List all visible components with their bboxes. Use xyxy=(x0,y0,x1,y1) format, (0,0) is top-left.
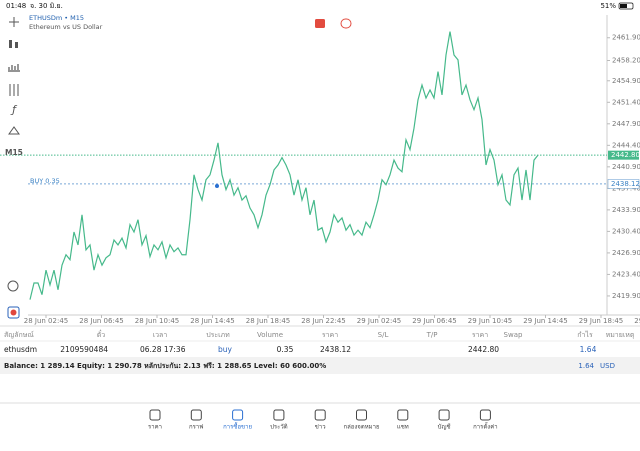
y-tick-label: 2461.90 xyxy=(612,34,640,42)
x-tick-label: 28 Jun 22:45 xyxy=(301,317,345,325)
status-battery: 51% xyxy=(600,2,616,10)
column-header: เวลา xyxy=(153,331,168,339)
y-tick-label: 2433.90 xyxy=(612,206,640,214)
column-header: T/P xyxy=(426,331,438,339)
x-tick-label: 29 Jun 02:45 xyxy=(357,317,401,325)
buy-button[interactable] xyxy=(340,18,352,29)
nav-label[interactable]: การตั้งค่า xyxy=(473,421,497,431)
nav-icon[interactable] xyxy=(314,409,326,421)
status-time: 01:48 xyxy=(6,2,26,10)
nav-icon[interactable] xyxy=(479,409,491,421)
column-header: หมายเหตุ xyxy=(606,331,635,339)
nav-label[interactable]: ข่าว xyxy=(315,424,326,431)
x-tick-label: 29 Jun 18:45 xyxy=(579,317,623,325)
cell-symbol[interactable]: ethusdm xyxy=(4,345,37,354)
x-tick-label: 28 Jun 02:45 xyxy=(24,317,68,325)
y-tick-label: 2454.90 xyxy=(612,77,640,85)
nav-icon[interactable] xyxy=(356,409,367,421)
sell-button[interactable] xyxy=(315,19,325,28)
chart-area: 2461.90 2458.20 2454.90 2451.40 2447.90 2444.… xyxy=(0,15,640,325)
y-tick-label: 2444.40 xyxy=(612,141,640,149)
battery-icon xyxy=(618,2,634,10)
candles-icon[interactable] xyxy=(9,40,12,48)
x-tick-label: 29 Jun 14:45 xyxy=(523,317,567,325)
column-header: Volume xyxy=(257,331,283,339)
status-date: จ. 30 มิ.ย. xyxy=(30,2,63,10)
x-tick-label: 28 Jun 14:45 xyxy=(190,317,234,325)
nav-icon[interactable] xyxy=(232,409,244,421)
column-header: กำไร xyxy=(577,330,593,339)
indicators-icon[interactable] xyxy=(8,64,20,72)
x-tick-label: 28 Jun 18:45 xyxy=(246,317,290,325)
cell-profit: 1.64 xyxy=(580,345,597,354)
summary-bar xyxy=(0,357,640,374)
nav-label[interactable]: แชท xyxy=(397,424,409,431)
order-price-label: 2438.12 xyxy=(611,180,640,188)
broker-logo xyxy=(10,309,17,316)
bid-price-label: 2442.80 xyxy=(611,151,640,159)
nav-label[interactable]: การซื้อขาย xyxy=(223,421,252,431)
account-summary: Balance: 1 289.14 Equity: 1 290.78 หลักป… xyxy=(4,362,326,370)
y-tick-label: 2440.90 xyxy=(612,163,640,171)
settings-icon[interactable] xyxy=(9,84,19,96)
cell-open-price: 2438.12 xyxy=(320,345,351,354)
y-tick-label: 2423.40 xyxy=(612,270,640,278)
timeframe[interactable]: M15 xyxy=(5,148,23,157)
toolbar: ƒ M15 xyxy=(5,17,23,319)
nav-label[interactable]: กล่องจดหมาย xyxy=(343,424,379,431)
zoom-icon[interactable] xyxy=(7,280,19,292)
x-tick-label: 29 Jun 06:45 xyxy=(412,317,456,325)
currency: USD xyxy=(600,362,615,370)
cell-time: 06.28 17:36 xyxy=(140,345,186,354)
column-header: ประเภท xyxy=(206,331,230,339)
cell-price: 2442.80 xyxy=(468,345,499,354)
order-label: BUY 0.35 xyxy=(30,177,60,185)
column-header: Swap xyxy=(504,331,523,339)
y-tick-label: 2426.90 xyxy=(612,249,640,257)
trade-table: สัญลักษณ์ ตั๋ว เวลา ประเภท Volume ราคา S/L T/P ร… xyxy=(0,330,640,354)
nav-label[interactable]: ประวัติ xyxy=(270,424,288,431)
cell-volume: 0.35 xyxy=(277,345,294,354)
nav-icon[interactable] xyxy=(397,409,409,421)
nav-icon[interactable] xyxy=(190,409,202,421)
nav-icon[interactable] xyxy=(273,409,285,421)
column-header: ตั๋ว xyxy=(97,330,106,339)
objects-icon[interactable] xyxy=(8,126,20,135)
bid-price-box xyxy=(608,150,639,160)
column-header: S/L xyxy=(378,331,389,339)
column-header: สัญลักษณ์ xyxy=(4,331,34,339)
y-tick-label: 2458.20 xyxy=(612,56,640,64)
order-price-box xyxy=(607,179,640,189)
y-tick-label: 2419.90 xyxy=(612,292,640,300)
nav-label[interactable]: บัญชี xyxy=(438,423,451,431)
y-tick-label: 2451.40 xyxy=(612,98,640,106)
x-tick-label: 29 Jun 10:45 xyxy=(468,317,512,325)
entry-point xyxy=(215,184,219,188)
nav-icon[interactable] xyxy=(149,409,161,421)
column-header: ราคา xyxy=(322,331,338,339)
crosshair-icon[interactable] xyxy=(9,17,19,27)
y-tick-label: 2447.90 xyxy=(612,120,640,128)
column-header: ราคา xyxy=(472,331,488,339)
y-tick-label: 2430.40 xyxy=(612,227,640,235)
nav-label[interactable]: กราฟ xyxy=(189,424,203,431)
candles-icon-b xyxy=(15,42,18,48)
nav-label[interactable]: ราคา xyxy=(148,424,162,431)
bottom-nav: ราคา กราฟ การซื้อขาย ประวัติ ข่าว กล่องจดหมาย… xyxy=(148,409,498,431)
function-icon[interactable]: ƒ xyxy=(10,103,18,116)
cell-type: buy xyxy=(218,345,233,354)
x-tick-label: 28 Jun 10:45 xyxy=(135,317,179,325)
x-tick-label: 29 Jun 22:45 xyxy=(634,317,640,325)
nav-icon[interactable] xyxy=(438,409,450,421)
cell-ticket: 2109590484 xyxy=(60,345,108,354)
symbol: ETHUSDm • M15 xyxy=(29,14,84,22)
symbol-description: Ethereum vs US Dollar xyxy=(29,23,103,31)
total-profit: 1.64 xyxy=(578,362,594,370)
price-line xyxy=(29,31,539,300)
battery-level xyxy=(620,4,627,8)
x-tick-label: 28 Jun 06:45 xyxy=(79,317,123,325)
